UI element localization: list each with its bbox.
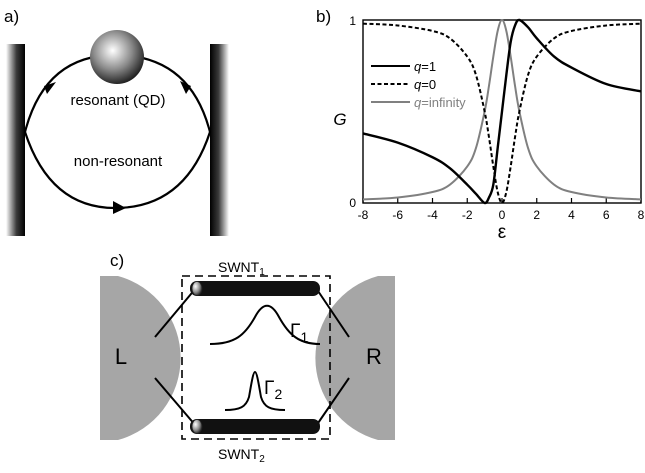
x-axis-label: ε (498, 222, 507, 243)
narrow-peak-gamma2 (224, 370, 286, 411)
x-tick-label: 2 (533, 208, 540, 222)
swnt-2-cap (191, 419, 203, 434)
y-tick-1: 1 (349, 14, 356, 28)
left-electrode (6, 44, 25, 236)
x-tick-label: -6 (392, 208, 403, 222)
panel-c: c) L R SWNT1 SWNT2 Γ1 Γ2 (100, 251, 395, 465)
arrow-left-icon (44, 82, 56, 94)
wire-lead-right-top (315, 287, 350, 338)
swnt-2-tube (190, 419, 320, 434)
arrow-right-icon (180, 81, 191, 94)
dashed-box (181, 275, 331, 440)
right-electrode (210, 44, 229, 236)
x-tick-label: 8 (638, 208, 645, 222)
gamma-1-label: Γ1 (290, 321, 308, 345)
legend-label: q=0 (414, 77, 436, 92)
x-tick-label: -8 (358, 208, 369, 222)
x-ticks (362, 198, 642, 203)
swnt-1-cap (191, 281, 203, 296)
swnt-1-label: SWNT1 (218, 259, 265, 278)
panel-b-label: b) (316, 7, 331, 26)
panel-a-label: a) (4, 7, 19, 26)
right-lead-label: R (366, 344, 382, 369)
wire-lead-left-top (154, 287, 197, 338)
broad-peak-gamma1 (209, 304, 321, 345)
left-lead-label: L (115, 344, 127, 369)
swnt-1-tube (190, 281, 320, 296)
x-tick-labels: -8 -6 -4 -2 0 2 4 6 8 (358, 208, 645, 222)
series-line-q-infinity (362, 18, 642, 201)
resonant-label: resonant (QD) (70, 92, 165, 109)
wire-lead-right-bottom (315, 377, 350, 427)
swnt-2-label: SWNT2 (218, 446, 265, 465)
plot-curves (362, 18, 642, 205)
x-tick-label: 4 (568, 208, 575, 222)
x-tick-label: -2 (462, 208, 473, 222)
y-tick-labels: 1 0 (349, 14, 356, 210)
panel-b: b) G ε 1 0 -8 -6 -4 -2 0 2 4 6 8 q=1 q=0 q=infinit… (316, 7, 645, 243)
left-lead (100, 276, 181, 440)
y-axis-label: G (333, 110, 346, 129)
legend: q=1 q=0 q=infinity (371, 59, 466, 110)
arrow-bottom-icon (113, 201, 126, 214)
x-tick-label: -4 (427, 208, 438, 222)
legend-label: q=1 (414, 59, 436, 74)
quantum-dot (90, 30, 144, 84)
x-tick-label: 0 (499, 208, 506, 222)
y-tick-0: 0 (349, 196, 356, 210)
panel-c-label: c) (110, 251, 124, 270)
non-resonant-path (23, 131, 212, 210)
legend-label: q=infinity (414, 95, 466, 110)
x-tick-label: 6 (603, 208, 610, 222)
series-line-q-1 (362, 18, 642, 205)
series-line-q-0 (362, 22, 642, 205)
right-lead (315, 276, 395, 440)
panel-a: a) resonant (QD) non-resonant (4, 7, 229, 236)
non-resonant-label: non-resonant (74, 153, 163, 170)
gamma-2-label: Γ2 (264, 378, 282, 402)
wire-lead-left-bottom (154, 377, 197, 427)
